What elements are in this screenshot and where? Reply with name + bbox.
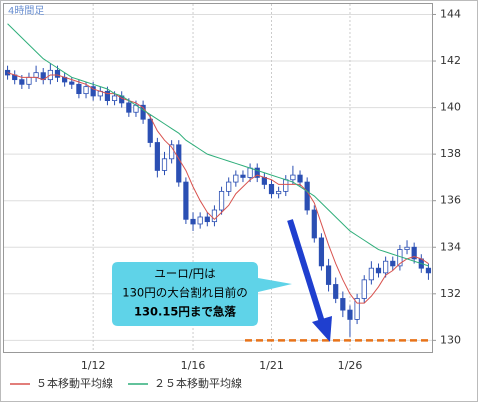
callout-text: 130.15円まで急落 [134,305,236,319]
candle-body [104,90,111,102]
candle-body [140,104,146,120]
candle-body [69,81,75,85]
candle-body [161,158,168,171]
candle-body [154,142,160,171]
candle-body [283,179,289,192]
y-tick-label: 136 [440,194,461,207]
candle-body [211,209,218,223]
candle-body [354,298,360,320]
x-tick-label: 1/26 [338,359,363,372]
candle-body [375,267,382,274]
candle-body [26,76,32,85]
legend-label: ５本移動平均線 [36,376,113,390]
candle-body [290,174,296,181]
callout [112,262,292,326]
candle-body [276,190,282,195]
candle-body [425,267,432,274]
candle-body [383,260,389,274]
candle-body [297,174,303,183]
candle-body [233,174,239,183]
candle-body [126,102,132,113]
candle-body [390,260,396,267]
callout-text: 130円の大台割れ目前の [122,286,247,300]
candle-body [240,174,246,178]
candle-body [183,181,189,220]
x-tick-label: 1/12 [81,359,106,372]
arrow-head [312,316,332,342]
candle-body [176,144,182,183]
candle-body [90,86,96,97]
y-tick-label: 132 [440,287,461,300]
candle-body [111,95,118,102]
candle-body [204,216,210,223]
y-tick-label: 134 [440,240,461,253]
candle-body [83,86,89,95]
candle-body [347,309,353,320]
candle-body [76,83,82,95]
candle-body [368,267,374,281]
candle-body [268,184,275,195]
candle-body [33,72,39,78]
y-tick-label: 140 [440,101,461,114]
arrow [287,219,325,323]
candle-body [169,144,175,160]
candle-body [218,190,225,211]
ma-line [7,72,429,304]
candle-body [333,284,339,299]
candle-body [361,279,367,299]
candle-body [190,218,196,225]
candle-body [54,69,61,78]
candle-body [226,181,232,192]
y-tick-label: 142 [440,54,461,67]
candle-body [311,209,317,239]
y-tick-label: 130 [440,333,461,346]
x-tick-label: 1/16 [181,359,206,372]
candle-body [147,118,153,143]
legend-label: ２５本移動平均線 [154,376,242,390]
candle-body [404,246,410,250]
candle-body [318,237,325,267]
candle-body [411,246,417,260]
ma-line [7,23,429,267]
candle-body [247,167,253,178]
x-tick-label: 1/21 [259,359,284,372]
candle-body [254,167,260,178]
candle-body [19,79,25,85]
y-tick-label: 144 [440,7,461,20]
candle-body [197,216,203,225]
candle-body [304,181,310,211]
candle-body [325,265,332,285]
candle-body [261,177,267,185]
y-tick-label: 138 [440,147,461,160]
chart-title: 4時間足 [8,5,44,17]
callout-text: ユーロ/円は [154,267,215,281]
candle-body [340,298,346,311]
